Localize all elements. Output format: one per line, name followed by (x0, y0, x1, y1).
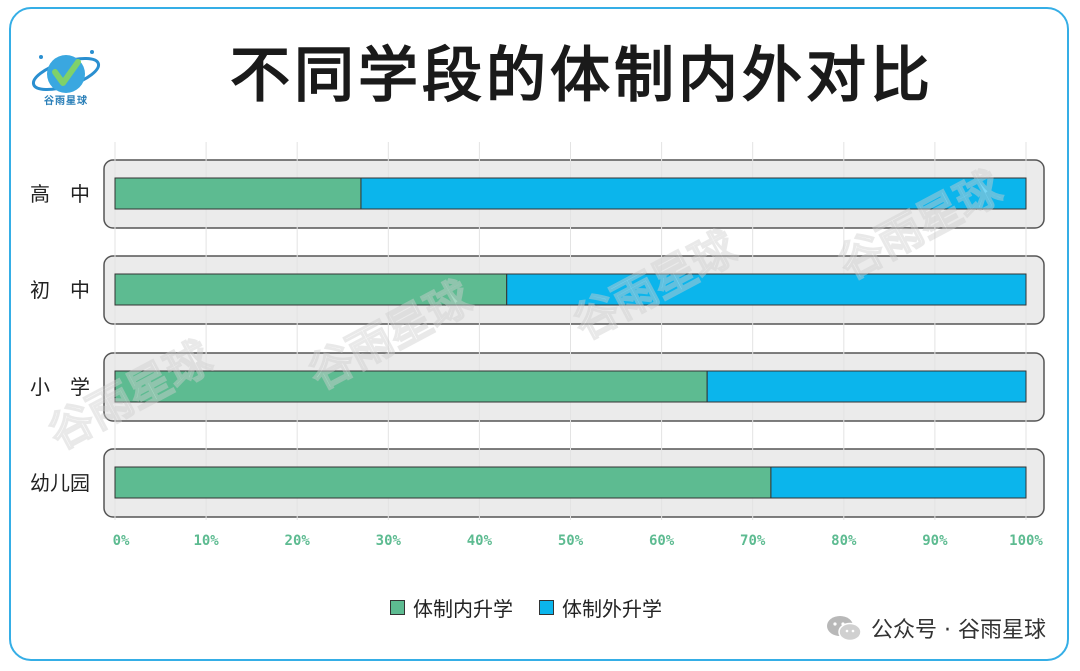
bar-inside (114, 177, 362, 210)
x-tick-label: 50% (558, 533, 584, 549)
chart-frame (9, 7, 1069, 661)
x-tick-label: 20% (285, 533, 311, 549)
chart-title: 不同学段的体制内外对比 (230, 41, 934, 111)
bar-outside (770, 466, 1027, 499)
legend-label-outside: 体制外升学 (562, 596, 662, 621)
x-tick-label: 30% (376, 533, 402, 549)
bar-inside (114, 370, 708, 403)
wechat-icon (827, 616, 862, 642)
category-label: 小 学 (30, 375, 90, 399)
legend-item-inside: 体制内升学 (390, 593, 513, 622)
x-tick-label: 60% (649, 533, 675, 549)
bar-outside (360, 177, 1027, 210)
logo-text: 谷雨星球 (44, 96, 88, 107)
category-label: 高 中 (30, 182, 90, 206)
x-tick-label: 100% (1009, 533, 1043, 549)
legend-label-inside: 体制内升学 (413, 596, 513, 621)
planet-logo-icon (31, 50, 101, 93)
category-label: 幼儿园 (30, 471, 90, 495)
x-tick-label: 80% (831, 533, 857, 549)
footer-text: 公众号 · 谷雨星球 (871, 618, 1046, 643)
x-tick-label: 10% (193, 533, 219, 549)
bar-outside (706, 370, 1027, 403)
x-tick-label: 40% (467, 533, 493, 549)
legend-swatch-outside (539, 599, 554, 615)
bar-inside (114, 273, 508, 306)
x-tick-label: 70% (740, 533, 766, 549)
bar-inside (114, 466, 772, 499)
legend-swatch-inside (390, 599, 405, 615)
x-tick-label: 90% (922, 533, 948, 549)
bar-outside (506, 273, 1027, 306)
legend: 体制内升学 体制外升学 (390, 592, 688, 622)
category-label: 初 中 (30, 278, 90, 302)
x-tick-label: 0% (113, 533, 130, 549)
footer: 公众号 · 谷雨星球 (825, 612, 1046, 644)
legend-item-outside: 体制外升学 (539, 593, 662, 622)
